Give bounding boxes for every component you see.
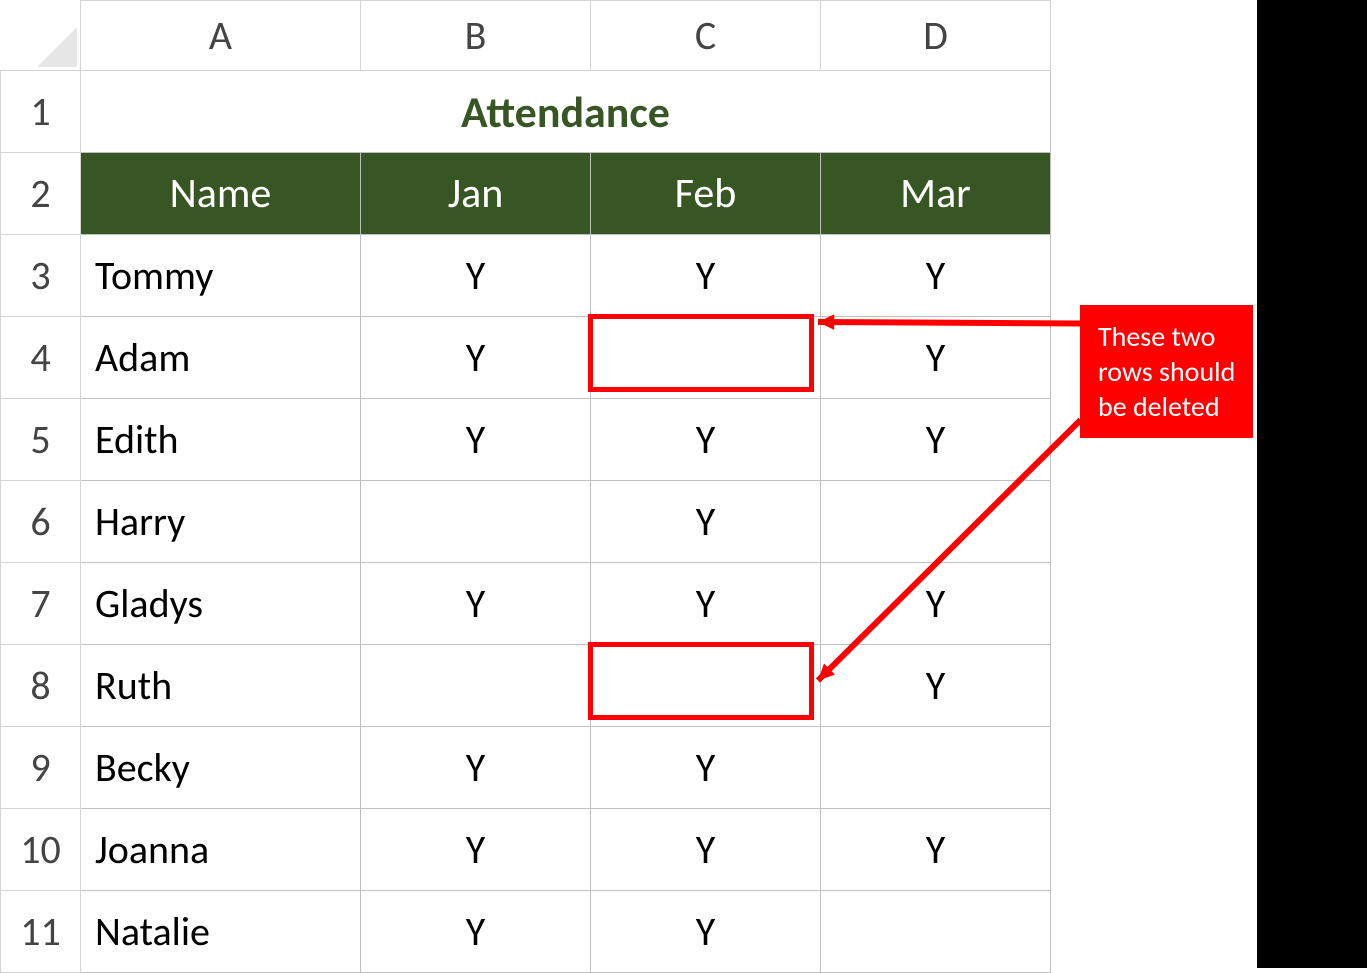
row-header-11[interactable]: 11	[1, 891, 81, 973]
cell-feb[interactable]	[591, 317, 821, 399]
cell-name[interactable]: Tommy	[81, 235, 361, 317]
header-feb[interactable]: Feb	[591, 153, 821, 235]
cell-mar[interactable]	[821, 727, 1051, 809]
column-header-C[interactable]: C	[591, 1, 821, 71]
select-all-corner[interactable]	[1, 1, 81, 71]
cell-name[interactable]: Ruth	[81, 645, 361, 727]
cell-jan[interactable]: Y	[361, 399, 591, 481]
data-row: 3 Tommy Y Y Y	[1, 235, 1051, 317]
row-header-7[interactable]: 7	[1, 563, 81, 645]
cell-feb[interactable]: Y	[591, 809, 821, 891]
callout-line1: These two	[1098, 319, 1215, 354]
cell-jan[interactable]: Y	[361, 809, 591, 891]
cell-mar[interactable]	[821, 891, 1051, 973]
cell-jan[interactable]: Y	[361, 563, 591, 645]
callout-line2: rows should	[1098, 354, 1235, 389]
header-jan[interactable]: Jan	[361, 153, 591, 235]
cell-feb[interactable]: Y	[591, 481, 821, 563]
select-all-triangle-icon	[37, 27, 77, 67]
row-header-2[interactable]: 2	[1, 153, 81, 235]
cell-jan[interactable]: Y	[361, 727, 591, 809]
row-header-4[interactable]: 4	[1, 317, 81, 399]
cell-feb[interactable]: Y	[591, 891, 821, 973]
cell-jan[interactable]	[361, 481, 591, 563]
data-row: 7 Gladys Y Y Y	[1, 563, 1051, 645]
annotation-callout: These two rows should be deleted	[1080, 305, 1253, 438]
data-row: 6 Harry Y	[1, 481, 1051, 563]
cell-feb[interactable]: Y	[591, 399, 821, 481]
cell-name[interactable]: Adam	[81, 317, 361, 399]
cell-name[interactable]: Becky	[81, 727, 361, 809]
data-row: 5 Edith Y Y Y	[1, 399, 1051, 481]
cell-name[interactable]: Harry	[81, 481, 361, 563]
black-margin	[1257, 0, 1367, 968]
spreadsheet-area: A B C D 1 Attendance 2 Name Jan Feb Mar …	[0, 0, 1367, 973]
column-header-D[interactable]: D	[821, 1, 1051, 71]
cell-mar[interactable]: Y	[821, 399, 1051, 481]
row-header-3[interactable]: 3	[1, 235, 81, 317]
row-header-1[interactable]: 1	[1, 71, 81, 153]
cell-name[interactable]: Gladys	[81, 563, 361, 645]
data-row: 10 Joanna Y Y Y	[1, 809, 1051, 891]
row-header-6[interactable]: 6	[1, 481, 81, 563]
cell-feb[interactable]	[591, 645, 821, 727]
data-row: 11 Natalie Y Y	[1, 891, 1051, 973]
header-mar[interactable]: Mar	[821, 153, 1051, 235]
cell-jan[interactable]: Y	[361, 317, 591, 399]
title-cell[interactable]: Attendance	[81, 71, 1051, 153]
data-row: 8 Ruth Y	[1, 645, 1051, 727]
header-row: 2 Name Jan Feb Mar	[1, 153, 1051, 235]
title-row: 1 Attendance	[1, 71, 1051, 153]
cell-name[interactable]: Natalie	[81, 891, 361, 973]
row-header-5[interactable]: 5	[1, 399, 81, 481]
column-header-A[interactable]: A	[81, 1, 361, 71]
cell-name[interactable]: Joanna	[81, 809, 361, 891]
callout-line3: be deleted	[1098, 389, 1220, 424]
cell-name[interactable]: Edith	[81, 399, 361, 481]
cell-feb[interactable]: Y	[591, 235, 821, 317]
cell-feb[interactable]: Y	[591, 563, 821, 645]
cell-feb[interactable]: Y	[591, 727, 821, 809]
cell-jan[interactable]: Y	[361, 235, 591, 317]
cell-mar[interactable]	[821, 481, 1051, 563]
spreadsheet-grid: A B C D 1 Attendance 2 Name Jan Feb Mar …	[0, 0, 1051, 973]
row-header-9[interactable]: 9	[1, 727, 81, 809]
row-header-8[interactable]: 8	[1, 645, 81, 727]
cell-mar[interactable]: Y	[821, 809, 1051, 891]
data-row: 9 Becky Y Y	[1, 727, 1051, 809]
cell-jan[interactable]	[361, 645, 591, 727]
cell-mar[interactable]: Y	[821, 563, 1051, 645]
cell-mar[interactable]: Y	[821, 317, 1051, 399]
cell-jan[interactable]: Y	[361, 891, 591, 973]
cell-mar[interactable]: Y	[821, 645, 1051, 727]
column-header-B[interactable]: B	[361, 1, 591, 71]
row-header-10[interactable]: 10	[1, 809, 81, 891]
cell-mar[interactable]: Y	[821, 235, 1051, 317]
data-row: 4 Adam Y Y	[1, 317, 1051, 399]
header-name[interactable]: Name	[81, 153, 361, 235]
